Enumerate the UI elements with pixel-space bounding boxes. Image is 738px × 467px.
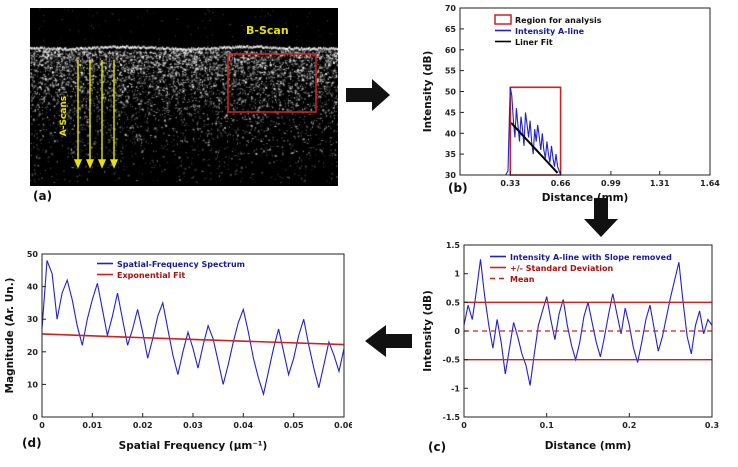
x-axis-label: Distance (mm) (545, 440, 632, 452)
svg-text:70: 70 (445, 4, 457, 13)
ascan-arrows-icon (73, 60, 119, 169)
svg-text:-0.5: -0.5 (443, 356, 461, 365)
roi-rectangle (227, 53, 317, 113)
svg-text:20: 20 (27, 348, 39, 357)
arrow-a-to-b-icon (346, 79, 390, 111)
svg-text:0.33: 0.33 (500, 179, 520, 188)
legend-label: Exponential Fit (117, 271, 185, 280)
legend-label: Region for analysis (515, 16, 602, 25)
series-line (510, 122, 559, 174)
svg-text:30: 30 (27, 315, 39, 324)
series-line (505, 87, 564, 176)
svg-text:-1.5: -1.5 (443, 413, 461, 422)
legend-label: +/- Standard Deviation (510, 264, 613, 273)
chart-svg: 0.33 0.66 0.99 1.31 1.64303540455055606570Di… (422, 4, 720, 204)
svg-text:65: 65 (445, 25, 457, 34)
svg-text:0.1: 0.1 (540, 421, 555, 430)
plot-box (459, 7, 711, 176)
panel-a-bscan: B-Scan A-Scans (30, 8, 338, 186)
panel-d-label: (d) (22, 436, 42, 450)
x-axis-label: Spatial Frequency (μm⁻¹) (119, 440, 268, 452)
svg-text:1: 1 (454, 270, 460, 279)
ascans-label: A-Scans (59, 96, 69, 136)
svg-text:0: 0 (461, 421, 467, 430)
svg-text:1.5: 1.5 (446, 241, 461, 250)
legend-label: Intensity A-line (515, 27, 585, 36)
svg-text:0.04: 0.04 (233, 421, 253, 430)
bscan-label: B-Scan (246, 24, 289, 37)
legend-swatch (494, 14, 512, 25)
legend-label: Intensity A-line with Slope removed (510, 253, 672, 262)
svg-text:0: 0 (39, 421, 45, 430)
svg-text:0.06: 0.06 (334, 421, 352, 430)
svg-text:0.02: 0.02 (133, 421, 153, 430)
chart-svg: 0 0.01 0.02 0.03 0.04 0.05 0.06 0 10 20 30 40 50 Spat… (4, 250, 354, 452)
panel-d-chart: 0 0.01 0.02 0.03 0.04 0.05 0.06 0 10 20 30 40 50 Spat… (2, 248, 354, 457)
series-line (41, 260, 345, 397)
y-axis-label: Magnitude (Ar. Un.) (4, 278, 16, 394)
panel-c-chart: 0 0.1 0.2 0.3 -1.5 -1 -0.5 0 0.5 1 1.5 Distance (mm… (420, 235, 720, 457)
svg-text:0.03: 0.03 (183, 421, 203, 430)
svg-text:60: 60 (445, 46, 457, 55)
svg-text:55: 55 (445, 67, 457, 76)
legend-label: Liner Fit (515, 38, 553, 47)
svg-text:1.64: 1.64 (700, 179, 720, 188)
svg-text:0.66: 0.66 (551, 179, 571, 188)
svg-text:40: 40 (445, 129, 457, 138)
svg-text:1.31: 1.31 (650, 179, 670, 188)
svg-text:50: 50 (445, 88, 457, 97)
y-axis-label: Intensity (dB) (422, 290, 434, 371)
svg-text:0.2: 0.2 (622, 421, 636, 430)
svg-text:50: 50 (27, 250, 39, 259)
svg-text:0.99: 0.99 (601, 179, 621, 188)
panel-a-label: (a) (33, 189, 53, 203)
arrow-b-to-c-icon (584, 198, 618, 237)
y-axis-label: Intensity (dB) (422, 51, 434, 132)
svg-text:0.5: 0.5 (446, 298, 461, 307)
legend-label: Spatial-Frequency Spectrum (117, 260, 245, 269)
legend-label: Mean (510, 275, 535, 284)
svg-text:0.3: 0.3 (705, 421, 719, 430)
svg-text:45: 45 (445, 108, 457, 117)
svg-text:0.05: 0.05 (284, 421, 304, 430)
svg-text:10: 10 (27, 380, 39, 389)
bscan-annotations: B-Scan A-Scans (59, 24, 317, 169)
svg-text:-1: -1 (451, 384, 460, 393)
svg-text:30: 30 (445, 171, 457, 180)
series-line (41, 333, 345, 346)
chart-svg: 0 0.1 0.2 0.3 -1.5 -1 -0.5 0 0.5 1 1.5 Distance (mm… (422, 241, 719, 452)
svg-text:40: 40 (27, 283, 39, 292)
arrow-c-to-d-icon (365, 325, 412, 357)
panel-b-chart: 0.33 0.66 0.99 1.31 1.64 30 35 40 45 50 55 60 65 70 Di… (420, 0, 720, 209)
panel-b-label: (b) (448, 181, 468, 195)
svg-text:0.01: 0.01 (82, 421, 102, 430)
svg-text:0: 0 (454, 327, 460, 336)
svg-text:35: 35 (445, 150, 457, 159)
bscan-image (30, 8, 338, 186)
svg-text:0: 0 (32, 413, 38, 422)
panel-c-label: (c) (428, 440, 447, 454)
